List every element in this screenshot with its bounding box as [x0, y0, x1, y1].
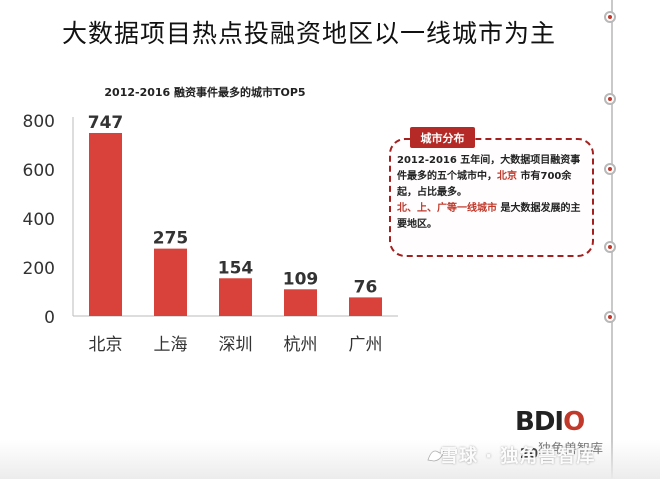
bar [89, 132, 122, 316]
watermark: 雪球 · 独角兽智库 [440, 446, 596, 467]
x-tick-label: 上海 [154, 335, 188, 355]
bar-value-label: 109 [283, 269, 319, 289]
chart-title: 2012-2016 融资事件最多的城市TOP5 [104, 85, 305, 99]
timeline-dot [604, 311, 616, 323]
bar [349, 297, 382, 316]
info-line2-highlight: 北、上、广等一线城市 [397, 203, 497, 214]
snowball-icon [427, 449, 445, 462]
y-tick-label: 800 [23, 112, 55, 132]
footer-bar [0, 440, 660, 479]
bar-value-label: 275 [153, 229, 189, 249]
bar [284, 289, 317, 316]
x-tick-label: 广州 [349, 335, 383, 355]
y-tick-label: 0 [44, 308, 55, 328]
y-tick-label: 600 [23, 161, 55, 181]
bar-chart: 2012-2016 融资事件最多的城市TOP5 0 200 400 600 800 747… [23, 85, 398, 355]
info-line1-a: 2012-2016 五年间，大数据项目融资事件最多的五个城市中， [397, 155, 581, 182]
info-line2-b: 是大数据发展的主要地区。 [397, 203, 581, 230]
timeline-dot [604, 241, 616, 253]
bar [219, 278, 252, 316]
timeline-dot [604, 11, 616, 23]
info-line1-b: 市有700余起，占比最多。 [397, 171, 572, 198]
bar-value-label: 76 [354, 277, 378, 297]
logo-o: O [563, 407, 585, 437]
x-tick-label: 深圳 [219, 335, 253, 355]
timeline-dot [604, 163, 616, 175]
bdio-logo: BDIO [515, 407, 585, 437]
x-tick-label: 北京 [89, 335, 123, 355]
timeline-line [611, 0, 613, 479]
logo-main: BDI [515, 407, 564, 437]
bar-value-label: 747 [88, 113, 124, 133]
slide-title: 大数据项目热点投融资地区以一线城市为主 [62, 19, 557, 48]
timeline-dot [604, 93, 616, 105]
info-line1-highlight: 北京 [497, 171, 517, 182]
footer-year: 20 [520, 447, 539, 462]
bar [154, 248, 187, 316]
info-box-tag: 城市分布 [410, 127, 475, 148]
info-box-text: 2012-2016 五年间，大数据项目融资事件最多的五个城市中，北京 市有700… [397, 153, 583, 233]
y-tick-label: 400 [23, 210, 55, 230]
x-tick-label: 杭州 [284, 335, 318, 355]
info-box [389, 138, 594, 257]
bar-value-label: 154 [218, 258, 254, 278]
watermark-top: 独角兽智库 [538, 442, 604, 457]
y-tick-label: 200 [23, 259, 55, 279]
